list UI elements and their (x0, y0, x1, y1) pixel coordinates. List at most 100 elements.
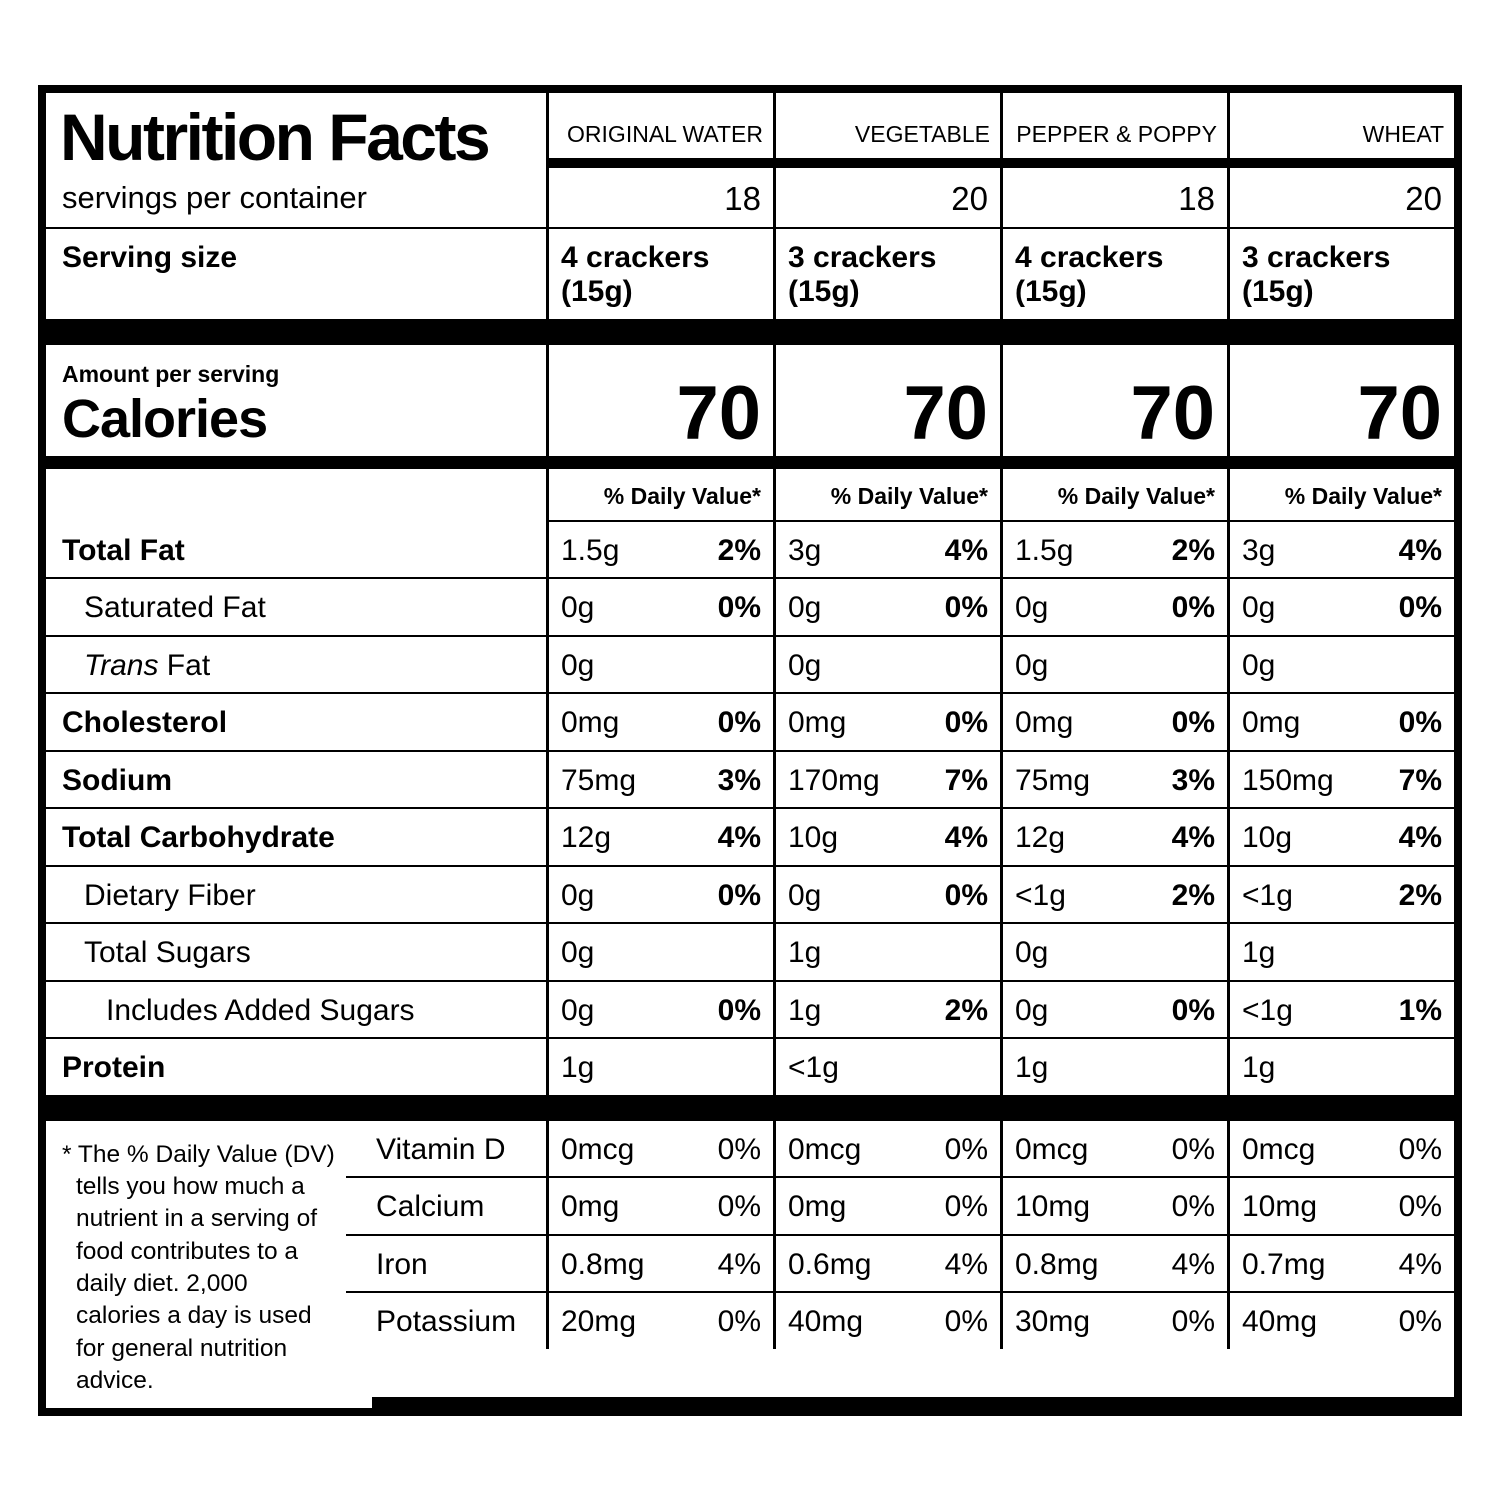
daily-value: 0% (717, 878, 761, 912)
daily-value: 0% (1171, 706, 1215, 740)
nutrient-label: Sodium (46, 752, 546, 810)
nutrient-cell: 1g 2% (773, 981, 1000, 1040)
nutrient-cell: 0g 0% (1000, 981, 1227, 1040)
servings-row: servings per container 18 20 18 20 (46, 167, 1454, 229)
nutrient-cell: 0g (1000, 636, 1227, 695)
vitamin-cell: 0mcg 0% (546, 1120, 773, 1179)
column-header-bar (1230, 157, 1454, 168)
daily-value: 2% (944, 993, 988, 1027)
amount-value: 0g (561, 936, 595, 970)
header-row: Nutrition Facts ORIGINAL WATER VEGETABLE… (46, 93, 1454, 174)
column-name: PEPPER & POPPY (1016, 121, 1217, 148)
nutrient-cell: 0g 0% (546, 579, 773, 637)
daily-value: 4% (717, 821, 761, 855)
nutrient-cell: <1g 2% (1000, 866, 1227, 925)
servings-count: 18 (1178, 179, 1215, 217)
nutrient-label-text: Protein (62, 1051, 166, 1085)
vitamin-cell: 0.7mg 4% (1227, 1235, 1454, 1294)
nutrient-label: Total Carbohydrate (46, 809, 546, 867)
daily-value: 2% (1398, 878, 1442, 912)
nutrient-label-text: Sodium (62, 763, 172, 797)
daily-value: 2% (1171, 533, 1215, 567)
daily-value: 4% (944, 1247, 988, 1281)
daily-value: 0% (944, 1132, 988, 1166)
amount-value: 0g (788, 648, 822, 682)
servings-value: 20 (773, 167, 1000, 229)
nutrient-row-dietary-fiber: Dietary Fiber 0g 0% 0g 0% <1g 2% <1g 2% (46, 866, 1454, 925)
amount-value: 150mg (1242, 763, 1334, 797)
daily-value: 0% (717, 706, 761, 740)
daily-value: 0% (717, 993, 761, 1027)
nutrient-cell: 1g (1227, 924, 1454, 982)
nutrient-label-text: Cholesterol (62, 706, 228, 740)
serving-size-text: 3 crackers (15g) (788, 240, 937, 309)
vitamin-cell: 0.8mg 4% (546, 1235, 773, 1294)
nutrient-cell: 10g 4% (1227, 809, 1454, 867)
amount-value: 0g (561, 648, 595, 682)
daily-value-header-text: % Daily Value* (1057, 483, 1215, 510)
servings-count: 20 (1405, 179, 1442, 217)
amount-value: 0mcg (1015, 1132, 1089, 1166)
vitamin-cell: 10mg 0% (1227, 1178, 1454, 1236)
vitamins-table: Vitamin D 0mcg 0% 0mcg 0% 0mcg 0% 0mcg 0% Ca… (346, 1120, 1454, 1398)
daily-value-header-text: % Daily Value* (1284, 483, 1442, 510)
nutrient-row-added-sugars: Includes Added Sugars 0g 0% 1g 2% 0g 0% <1g… (46, 981, 1454, 1040)
daily-value: 7% (1398, 763, 1442, 797)
amount-value: 10mg (1242, 1190, 1318, 1224)
daily-value: 0% (1398, 1132, 1442, 1166)
amount-value: 0.7mg (1242, 1247, 1326, 1281)
vitamin-label-text: Vitamin D (376, 1132, 506, 1166)
nutrient-cell: 0mg 0% (773, 694, 1000, 752)
daily-value: 4% (1171, 1247, 1215, 1281)
nutrient-cell: 1g (773, 924, 1000, 982)
nutrient-cell: 0g 0% (1000, 579, 1227, 637)
nutrient-cell: 1.5g 2% (546, 521, 773, 580)
vitamin-label: Iron (346, 1236, 546, 1294)
vitamin-label-text: Potassium (376, 1305, 517, 1339)
vitamin-row-iron: Iron 0.8mg 4% 0.6mg 4% 0.8mg 4% 0.7mg 4% (346, 1235, 1454, 1294)
vitamins-section: * The % Daily Value (DV) tells you how m… (46, 1120, 1454, 1398)
vitamin-row-calcium: Calcium 0mg 0% 0mg 0% 10mg 0% 10mg 0% (346, 1178, 1454, 1236)
calories-value: 70 (1000, 344, 1227, 457)
amount-value: 0.8mg (561, 1247, 645, 1281)
nutrient-cell: 0g (546, 924, 773, 982)
calories-label-cell: Amount per serving Calories (46, 345, 546, 457)
page-title: Nutrition Facts (60, 100, 491, 174)
amount-value: 75mg (561, 763, 637, 797)
amount-value: 1g (788, 936, 822, 970)
serving-size-text: 4 crackers (15g) (561, 240, 710, 309)
nutrient-label-text: Saturated Fat (84, 591, 266, 625)
daily-value: 2% (1171, 878, 1215, 912)
column-name: VEGETABLE (854, 121, 990, 148)
bottom-bar (372, 1397, 1454, 1409)
nutrient-label-text: Total Fat (62, 533, 185, 567)
column-header-bar (1003, 157, 1227, 168)
daily-value-header: % Daily Value* (773, 469, 1000, 522)
nutrient-label: Saturated Fat (46, 579, 546, 637)
daily-value: 3% (717, 763, 761, 797)
serving-size-value: 3 crackers (15g) (773, 228, 1000, 319)
servings-value: 20 (1227, 167, 1454, 229)
nutrient-cell: 12g 4% (546, 809, 773, 867)
nutrient-cell: 150mg 7% (1227, 751, 1454, 810)
nutrient-label-italic: Trans (84, 648, 159, 682)
amount-value: 0.6mg (788, 1247, 872, 1281)
amount-value: 0g (1015, 648, 1049, 682)
nutrient-row-saturated-fat: Saturated Fat 0g 0% 0g 0% 0g 0% 0g 0% (46, 579, 1454, 637)
nutrient-label: Includes Added Sugars (46, 982, 546, 1040)
amount-value: 0g (1015, 993, 1049, 1027)
amount-value: 0mcg (788, 1132, 862, 1166)
vitamin-label-text: Iron (376, 1247, 428, 1281)
nutrient-label: Total Sugars (46, 924, 546, 982)
nutrient-cell: 0g 0% (546, 981, 773, 1040)
serving-size-value: 4 crackers (15g) (1000, 228, 1227, 319)
daily-value-header-text: % Daily Value* (603, 483, 761, 510)
daily-value: 0% (1171, 993, 1215, 1027)
daily-value: 4% (944, 821, 988, 855)
nutrient-label: Total Fat (46, 522, 546, 580)
amount-value: <1g (1242, 878, 1293, 912)
daily-value: 0% (944, 878, 988, 912)
amount-value: 30mg (1015, 1305, 1091, 1339)
daily-value: 4% (1171, 821, 1215, 855)
servings-count: 20 (951, 179, 988, 217)
